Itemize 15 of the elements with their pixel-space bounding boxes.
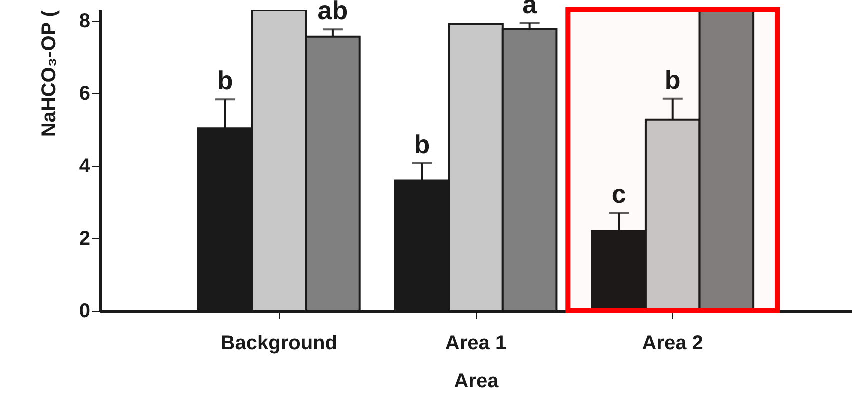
x-tick-label: Area 1 bbox=[445, 332, 507, 354]
y-tick-label: 0 bbox=[79, 300, 90, 322]
y-axis-title: NaHCO₃-OP ( bbox=[38, 10, 60, 138]
data-label: b bbox=[414, 129, 430, 160]
x-tick-label: Background bbox=[220, 332, 338, 354]
data-label: c bbox=[612, 179, 626, 210]
y-tick-label: 6 bbox=[79, 82, 90, 105]
data-label: ab bbox=[318, 0, 348, 26]
y-tick-label: 4 bbox=[79, 155, 92, 178]
y-tick-label: 8 bbox=[79, 10, 90, 32]
data-label: b bbox=[217, 66, 234, 96]
y-tick-label: 2 bbox=[79, 228, 90, 250]
x-tick-label: Area 2 bbox=[642, 332, 704, 354]
x-axis-title: Area bbox=[454, 370, 500, 392]
data-label: b bbox=[664, 64, 681, 95]
